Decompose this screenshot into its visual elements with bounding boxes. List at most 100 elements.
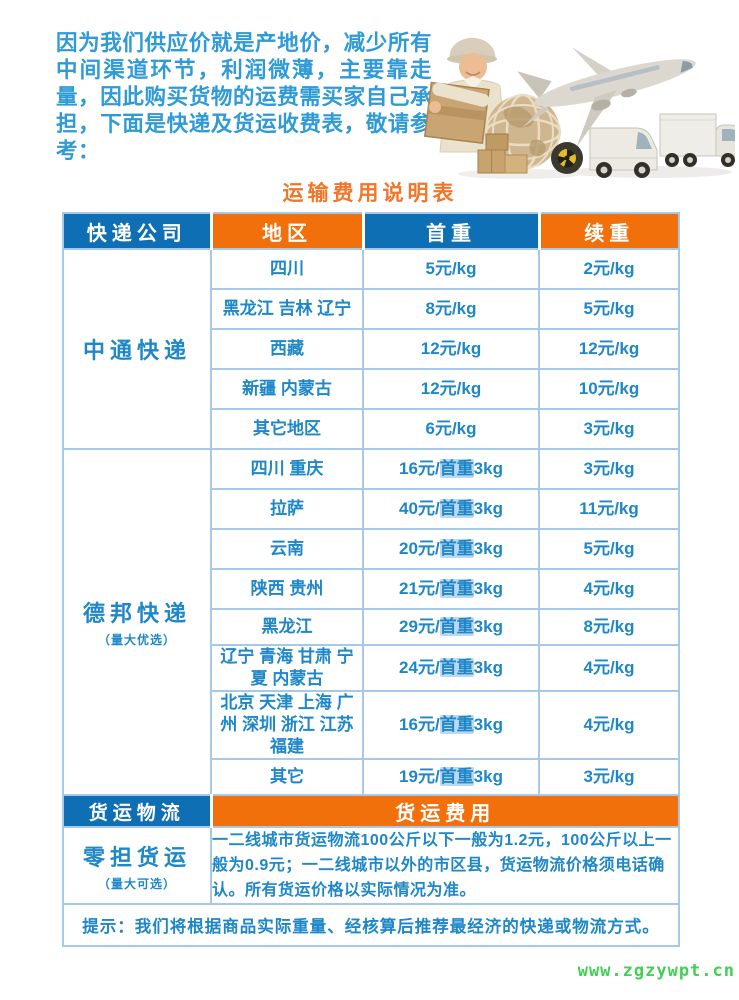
table-row: 中通快递 四川 5元/kg 2元/kg [62, 248, 680, 450]
table-row: 云南 20元/首重3kg 5元/kg [63, 528, 680, 570]
next-weight-cell: 10元/kg [538, 368, 680, 410]
region-cell: 辽宁 青海 甘肃 宁夏 内蒙古 [210, 644, 364, 692]
region-cell: 北京 天津 上海 广州 深圳 浙江 江苏 福建 [210, 690, 364, 760]
price-text: 3kg [473, 767, 503, 786]
price-highlight: 首重 [439, 499, 474, 518]
freight-header-row: 货运物流 货运费用 [62, 794, 680, 828]
price-highlight: 首重 [439, 617, 474, 636]
first-weight-cell: 16元/首重3kg [362, 690, 540, 760]
first-weight-cell: 6元/kg [362, 408, 540, 450]
package-boxes-icon [477, 133, 528, 174]
table-row: 黑龙江 吉林 辽宁 8元/kg 5元/kg [63, 288, 680, 330]
price-text: 3kg [473, 715, 503, 734]
region-cell: 四川 重庆 [210, 448, 364, 490]
price-text: 20元/ [399, 539, 440, 558]
price-text: 29元/ [399, 617, 440, 636]
next-weight-cell: 5元/kg [538, 288, 680, 330]
first-weight-cell: 8元/kg [362, 288, 540, 330]
price-text: 16元/ [399, 715, 440, 734]
next-weight-cell: 11元/kg [538, 488, 680, 530]
radiation-wheel-icon [551, 142, 583, 174]
next-weight-cell: 2元/kg [538, 248, 680, 290]
next-weight-cell: 4元/kg [538, 690, 680, 760]
company-note: （量大优选） [97, 633, 176, 647]
price-text: 24元/ [399, 658, 440, 677]
next-weight-cell: 3元/kg [538, 408, 680, 450]
first-weight-cell: 12元/kg [362, 368, 540, 410]
header-freight-logistics: 货运物流 [62, 794, 212, 828]
price-text: 3kg [473, 539, 503, 558]
next-weight-cell: 3元/kg [538, 758, 680, 796]
table-row: 其它地区 6元/kg 3元/kg [63, 408, 680, 450]
next-weight-cell: 3元/kg [538, 448, 680, 490]
region-cell: 新疆 内蒙古 [210, 368, 364, 410]
region-cell: 黑龙江 吉林 辽宁 [210, 288, 364, 330]
header-freight-fee: 货运费用 [209, 794, 680, 828]
company-cell-deppon: 德邦快递 （量大优选） [62, 448, 212, 796]
price-highlight: 首重 [439, 715, 474, 734]
table-row: 德邦快递 （量大优选） 四川 重庆 16元/首重3kg 3元/kg [62, 448, 680, 796]
company-name: 中通快递 [82, 338, 191, 363]
price-text: 3kg [473, 499, 503, 518]
first-weight-cell: 16元/首重3kg [362, 448, 540, 490]
company-cell-ltl: 零担货运 （量大可选） [62, 826, 212, 905]
price-text: 3kg [473, 579, 503, 598]
first-weight-cell: 40元/首重3kg [362, 488, 540, 530]
page-title: 运输费用说明表 [282, 182, 458, 205]
next-weight-cell: 12元/kg [538, 328, 680, 370]
freight-fee-text: 一二线城市货运物流100公斤以下一般为1.2元，100公斤以上一般为0.9元；一… [210, 826, 680, 905]
price-text: 21元/ [399, 579, 440, 598]
price-text: 3kg [473, 459, 503, 478]
table-row: 新疆 内蒙古 12元/kg 10元/kg [63, 368, 680, 410]
price-highlight: 首重 [439, 658, 474, 677]
price-text: 40元/ [399, 499, 440, 518]
region-cell: 四川 [210, 248, 364, 290]
logistics-illustration-svg [423, 37, 739, 179]
price-text: 3kg [473, 658, 503, 677]
cargo-truck-icon [659, 113, 739, 167]
region-cell: 陕西 贵州 [210, 568, 364, 610]
table-row: 辽宁 青海 甘肃 宁夏 内蒙古 24元/首重3kg 4元/kg [63, 644, 680, 692]
price-text: 3kg [473, 617, 503, 636]
watermark-url: www.zgzywpt.cn [577, 961, 735, 981]
next-weight-cell: 4元/kg [538, 568, 680, 610]
first-weight-cell: 24元/首重3kg [362, 644, 540, 692]
region-cell: 其它 [210, 758, 364, 796]
price-highlight: 首重 [439, 767, 474, 786]
first-weight-cell: 12元/kg [362, 328, 540, 370]
table-row: 陕西 贵州 21元/首重3kg 4元/kg [63, 568, 680, 610]
table-row: 北京 天津 上海 广州 深圳 浙江 江苏 福建 16元/首重3kg 4元/kg [63, 690, 680, 760]
tip-text: 提示：我们将根据商品实际重量、经核算后推荐最经济的快递或物流方式。 [62, 903, 680, 947]
price-highlight: 首重 [439, 579, 474, 598]
header-first-weight: 首重 [361, 212, 540, 250]
table-row: 黑龙江 29元/首重3kg 8元/kg [63, 608, 680, 646]
price-text: 16元/ [399, 459, 440, 478]
next-weight-cell: 8元/kg [538, 608, 680, 646]
first-weight-cell: 29元/首重3kg [362, 608, 540, 646]
header-express-company: 快递公司 [62, 212, 212, 250]
first-weight-cell: 19元/首重3kg [362, 758, 540, 796]
region-cell: 黑龙江 [210, 608, 364, 646]
freight-body-row: 零担货运 （量大可选） 一二线城市货运物流100公斤以下一般为1.2元，100公… [62, 826, 680, 905]
airplane-icon [517, 47, 696, 148]
tip-row: 提示：我们将根据商品实际重量、经核算后推荐最经济的快递或物流方式。 [62, 903, 680, 947]
cargo-van-icon [589, 127, 658, 178]
company-cell-zto: 中通快递 [62, 248, 212, 450]
first-weight-cell: 21元/首重3kg [362, 568, 540, 610]
intro-paragraph: 因为我们供应价就是产地价，减少所有中间渠道环节，利润微薄，主要靠走量，因此购买货… [56, 31, 432, 163]
first-weight-cell: 5元/kg [362, 248, 540, 290]
region-cell: 拉萨 [210, 488, 364, 530]
table-row: 西藏 12元/kg 12元/kg [63, 328, 680, 370]
logistics-illustration [420, 8, 739, 186]
company-name: 德邦快递 [82, 601, 191, 626]
region-cell: 西藏 [210, 328, 364, 370]
shipping-fee-table: 快递公司 地区 首重 续重 中通快递 四川 5元/kg 2元/kg 黑龙江 吉林… [62, 212, 680, 947]
header-region: 地区 [209, 212, 364, 250]
company-name: 零担货运 [82, 844, 191, 870]
table-header-row: 快递公司 地区 首重 续重 [62, 212, 680, 250]
region-cell: 其它地区 [210, 408, 364, 450]
price-highlight: 首重 [439, 459, 474, 478]
first-weight-cell: 20元/首重3kg [362, 528, 540, 570]
table-row: 拉萨 40元/首重3kg 11元/kg [63, 488, 680, 530]
table-row: 其它 19元/首重3kg 3元/kg [63, 758, 680, 796]
